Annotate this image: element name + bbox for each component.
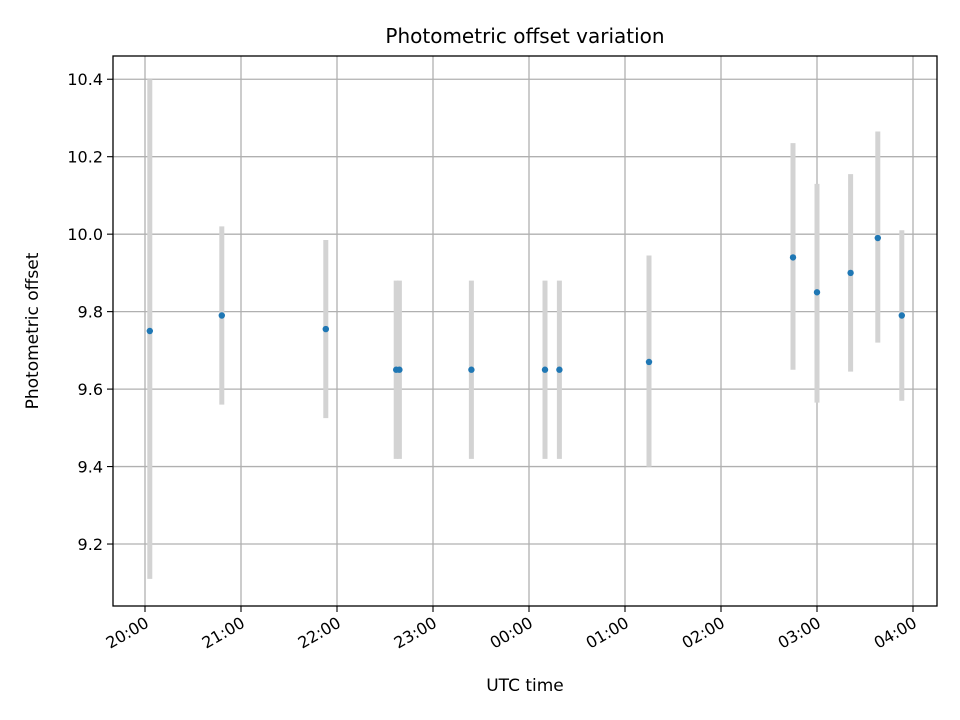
y-tick-label: 10.0 bbox=[67, 225, 103, 244]
chart-title: Photometric offset variation bbox=[385, 24, 664, 48]
plot-area-frame bbox=[112, 55, 938, 607]
data-point bbox=[146, 327, 153, 335]
y-tick-label: 9.2 bbox=[78, 535, 103, 554]
data-point bbox=[847, 269, 854, 277]
data-point bbox=[789, 254, 797, 261]
y-tick-label: 9.4 bbox=[78, 458, 103, 477]
data-point bbox=[322, 325, 329, 333]
data-point bbox=[898, 312, 905, 319]
data-point bbox=[813, 289, 821, 296]
grid-lines bbox=[113, 56, 937, 606]
y-tick-label: 9.6 bbox=[78, 380, 103, 399]
data-point bbox=[468, 366, 475, 373]
y-axis-title: Photometric offset bbox=[23, 252, 43, 409]
y-axis-ticks: 9.2 9.4 9.6 9.8 10.0 10.2 10.4 bbox=[67, 70, 113, 554]
data-point bbox=[541, 366, 549, 373]
data-point bbox=[218, 312, 225, 319]
y-tick-label: 10.4 bbox=[67, 70, 103, 89]
y-tick-label: 10.2 bbox=[67, 148, 103, 167]
data-point bbox=[645, 358, 653, 366]
data-point bbox=[874, 234, 881, 242]
data-points bbox=[146, 234, 905, 373]
data-point bbox=[396, 366, 403, 373]
y-tick-label: 9.8 bbox=[78, 303, 103, 322]
data-point bbox=[556, 366, 563, 373]
x-axis-title: UTC time bbox=[486, 676, 564, 696]
